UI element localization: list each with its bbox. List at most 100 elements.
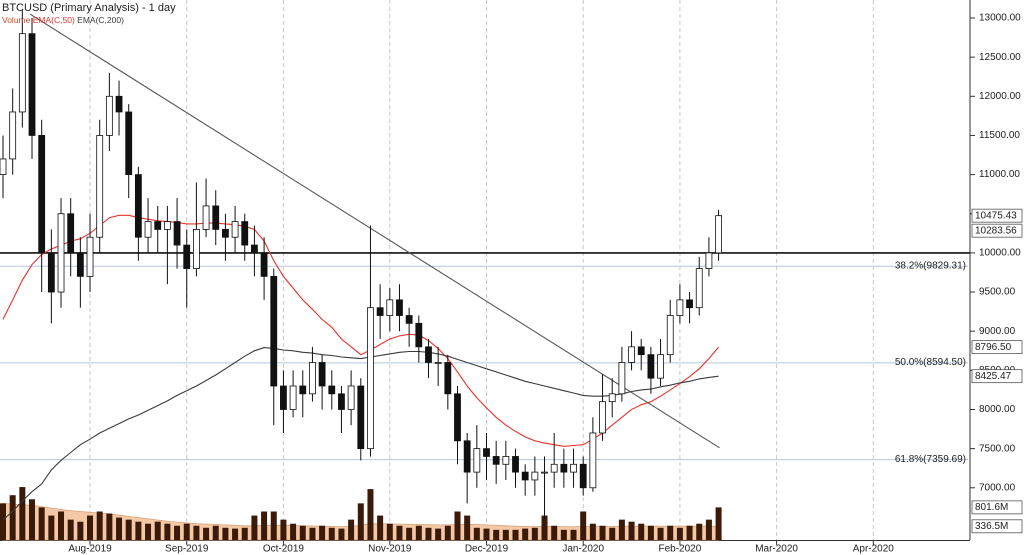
volume-bar xyxy=(48,515,55,540)
candle-body xyxy=(483,448,490,457)
candle-body xyxy=(105,95,113,136)
candle-body xyxy=(386,299,394,316)
volume-bar xyxy=(290,523,297,540)
candle-body xyxy=(231,221,239,238)
volume-bar xyxy=(67,519,74,540)
y-tick-label: 10000.00 xyxy=(979,248,1021,259)
ema-line xyxy=(2,347,719,521)
y-tick-label: 12000.00 xyxy=(979,91,1021,102)
candle-body xyxy=(9,111,17,160)
volume-bar xyxy=(29,499,36,540)
volume-bar xyxy=(667,525,674,540)
candle-body xyxy=(376,307,384,316)
volume-marker: 801.6M xyxy=(975,502,1008,513)
candle-body xyxy=(192,229,200,269)
volume-bar xyxy=(241,527,248,540)
volume-bar xyxy=(299,525,306,540)
volume-bar xyxy=(560,529,567,540)
candle-body xyxy=(96,135,104,238)
volume-bar xyxy=(454,511,461,540)
candle-body xyxy=(705,252,713,269)
fib-label: 61.8%(7359.69) xyxy=(895,454,966,465)
candle-body xyxy=(173,221,181,246)
volume-bar xyxy=(396,525,403,540)
legend-entry: Volume xyxy=(2,15,31,25)
x-tick-label: Feb-2020 xyxy=(658,544,701,555)
candle-body xyxy=(676,299,684,316)
candle-body xyxy=(434,362,442,364)
volume-bar xyxy=(19,487,26,540)
legend: Volume EMA(C,50) EMA(C,200) xyxy=(2,15,124,25)
candle-body xyxy=(270,275,278,387)
volume-bar xyxy=(406,527,413,540)
volume-bar xyxy=(193,525,200,540)
volume-bar xyxy=(183,523,190,540)
candle-body xyxy=(579,463,587,489)
candle-body xyxy=(212,205,220,230)
volume-bar xyxy=(493,529,500,540)
volume-bar xyxy=(348,519,355,540)
volume-bar xyxy=(164,523,171,540)
candle-body xyxy=(637,346,645,356)
volume-bar xyxy=(647,525,654,540)
candle-body xyxy=(444,362,452,395)
ema-line xyxy=(2,214,720,447)
volume-bar xyxy=(174,525,181,540)
candle-body xyxy=(328,385,336,395)
candle-body xyxy=(463,440,471,473)
candle-body xyxy=(425,346,432,363)
volume-bar xyxy=(125,519,132,540)
candle-body xyxy=(154,221,162,230)
y-tick-label: 13000.00 xyxy=(979,13,1021,24)
volume-bar xyxy=(96,511,103,540)
candle-body xyxy=(405,315,413,324)
candle-body xyxy=(47,252,55,293)
volume-bar xyxy=(657,527,664,540)
candle-body xyxy=(134,174,142,238)
volume-bar xyxy=(58,511,65,540)
volume-bar xyxy=(599,525,606,540)
candle-body xyxy=(309,362,316,395)
volume-bar xyxy=(328,527,335,540)
volume-bar xyxy=(222,527,229,540)
candle-body xyxy=(531,471,539,481)
volume-bar xyxy=(309,527,316,540)
candle-body xyxy=(347,385,355,410)
candle-body xyxy=(163,221,171,230)
volume-bar xyxy=(232,528,239,540)
y-tick-label: 11500.00 xyxy=(979,130,1020,141)
volume-bar xyxy=(570,529,577,540)
candle-body xyxy=(628,346,635,363)
volume-bar xyxy=(38,507,45,540)
candle-body xyxy=(289,385,297,410)
volume-bar xyxy=(531,527,538,540)
legend-entry: EMA(C,50) xyxy=(33,15,75,25)
volume-bar xyxy=(551,525,558,540)
candle-body xyxy=(608,393,616,403)
y-tick-label: 9500.00 xyxy=(979,287,1016,298)
candle-body xyxy=(28,33,36,136)
volume-bar xyxy=(212,525,219,540)
candle-body xyxy=(76,252,84,277)
volume-bar xyxy=(251,515,258,540)
price-marker: 10475.43 xyxy=(975,210,1017,221)
fib-label: 38.2%(9829.31) xyxy=(895,260,966,271)
price-marker-box xyxy=(971,223,1023,238)
candle-body xyxy=(67,213,75,254)
volume-bar xyxy=(638,523,645,540)
candle-body xyxy=(202,205,210,230)
candle-body xyxy=(18,33,26,113)
candle-body xyxy=(318,362,326,387)
trendline xyxy=(29,13,720,449)
volume-bar xyxy=(705,519,712,540)
candle-body xyxy=(666,315,674,356)
volume-bar xyxy=(145,523,152,540)
candle-body xyxy=(454,393,461,442)
candle-body xyxy=(589,432,597,489)
volume-bar xyxy=(280,519,287,540)
x-tick-label: Aug-2019 xyxy=(68,544,112,555)
volume-bar xyxy=(338,528,345,540)
fib-label: 50.0%(8594.50) xyxy=(895,357,966,368)
volume-bar xyxy=(444,525,451,540)
